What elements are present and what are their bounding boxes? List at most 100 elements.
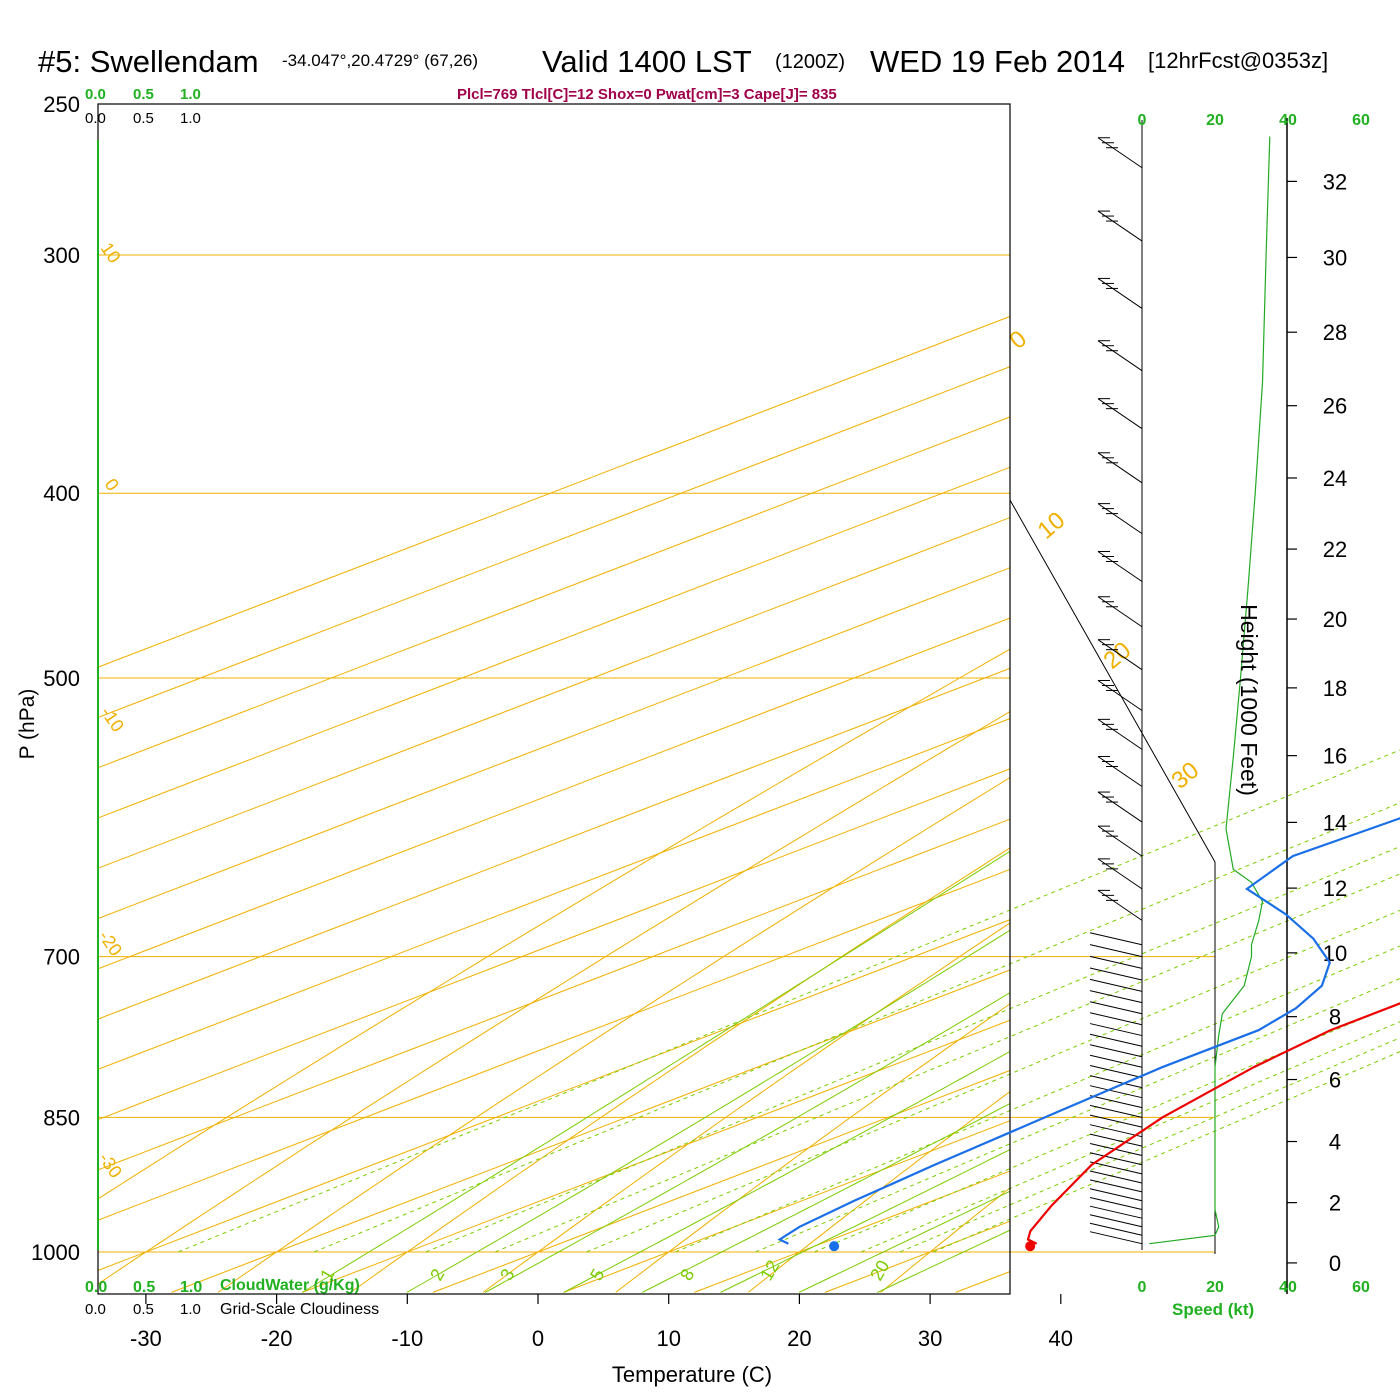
wind-barb-staff [1089, 1075, 1143, 1089]
wind-barb-staff [1089, 990, 1143, 1004]
x-tick-label: -30 [130, 1326, 162, 1351]
isotherm [694, 1170, 1010, 1293]
moist-adiabat [877, 1229, 1010, 1293]
isotherm [98, 516, 1010, 869]
top-black-scale-0: 0.0 [85, 110, 106, 127]
dry-adiabat [98, 648, 1010, 1200]
surface-dewpoint-dot [829, 1241, 840, 1252]
isotherm [302, 1019, 1010, 1293]
isotherm [98, 667, 1010, 1020]
mixing-ratio-label: 3 [496, 1265, 518, 1284]
speed-tick-label: 40 [1279, 1279, 1297, 1296]
x-tick-label: -10 [391, 1326, 423, 1351]
x-tick-label: 10 [656, 1326, 680, 1351]
wind-barb-staff [1089, 1231, 1143, 1245]
wind-barb-staff [1089, 1170, 1143, 1184]
panel-outline [1009, 494, 1216, 1254]
isotherms [98, 315, 1010, 1293]
dewpoint-line [777, 817, 1400, 1245]
isotherm [98, 315, 1010, 668]
wind-barb-staff [1089, 1085, 1143, 1099]
valid-date: WED 19 Feb 2014 [870, 44, 1125, 79]
wind-barb-staff [1089, 1205, 1143, 1219]
isotherm [98, 718, 1010, 1070]
isotherm [171, 969, 1010, 1293]
isotherm [98, 768, 1010, 1121]
x-tick-label: 0 [532, 1326, 544, 1351]
plot-frame [97, 103, 1011, 1295]
isotherm [98, 416, 1010, 769]
x-tick-label: 20 [787, 1326, 811, 1351]
height-tick-label: 16 [1323, 744, 1347, 769]
dry-adiabat [615, 1003, 1010, 1293]
surface-temperature-dot [1025, 1241, 1036, 1252]
dry-adiabat [217, 776, 1010, 1293]
wind-barb-staff [1089, 1012, 1143, 1026]
moist-adiabat [641, 1103, 1010, 1293]
height-tick-label: 2 [1329, 1191, 1341, 1216]
isobars [98, 254, 1215, 1253]
cloudiness-label: Grid-Scale Cloudiness [220, 1301, 379, 1318]
mixing-ratio-line [178, 749, 1400, 1253]
pressure-ticks: 250 300 400 500 700 850 1000 [31, 92, 80, 1265]
wind-barb-staff [1089, 1133, 1143, 1147]
wind-barb-staff [1089, 944, 1143, 958]
isotherm [98, 818, 1010, 1171]
stability-indices: Plcl=769 Tlcl[C]=12 Shox=0 Pwat[cm]=3 Ca… [457, 86, 837, 103]
x-axis-ticks: -30 -20 -10 0 10 20 30 40 [130, 1294, 1073, 1351]
height-tick-label: 4 [1329, 1130, 1341, 1155]
pressure-tick-label: 850 [43, 1105, 80, 1130]
moist-adiabats [302, 850, 1010, 1293]
speed-tick-label: 60 [1352, 112, 1370, 129]
wind-barb-staff [1089, 1095, 1143, 1109]
x-axis-title: Temperature (C) [612, 1362, 772, 1387]
height-tick-label: 6 [1329, 1068, 1341, 1093]
bottom-black-scale-2: 1.0 [180, 1301, 201, 1318]
height-tick-label: 18 [1323, 676, 1347, 701]
mixing-ratio-lines [178, 749, 1400, 1253]
top-green-scale-2: 1.0 [180, 86, 201, 103]
mixing-ratio-label: 2 [426, 1265, 448, 1284]
bottom-black-scale-0: 0.0 [85, 1301, 106, 1318]
height-tick-label: 28 [1323, 320, 1347, 345]
speed-profile-line [1149, 136, 1271, 1245]
moist-adiabat [302, 850, 1010, 1293]
mixing-ratio-line [313, 802, 1400, 1253]
pressure-tick-label: 500 [43, 666, 80, 691]
moist-adiabat [406, 929, 1010, 1293]
valid-zulu: (1200Z) [775, 51, 845, 73]
pressure-tick-label: 300 [43, 243, 80, 268]
isotherm [563, 1120, 1010, 1293]
isotherm [98, 919, 1010, 1271]
speed-tick-label: 20 [1206, 1279, 1224, 1296]
wind-barb-staff [1089, 1114, 1143, 1128]
mixing-ratio-label: 8 [676, 1265, 698, 1284]
pressure-tick-label: 1000 [31, 1240, 80, 1265]
mixing-ratio-label: 20 [866, 1257, 893, 1284]
height-tick-label: 10 [1323, 941, 1347, 966]
wind-barb-staff [1089, 967, 1143, 981]
speed-tick-label: 0 [1138, 1279, 1147, 1296]
wind-barb-staff [1089, 1124, 1143, 1138]
isotherm [98, 868, 1010, 1221]
wind-barb-staff [1089, 1065, 1143, 1078]
wind-barb-staff [1089, 1044, 1143, 1058]
wind-barb-staff [1089, 1054, 1143, 1068]
top-green-scale-0: 0.0 [85, 86, 106, 103]
moist-adiabat [484, 992, 1010, 1293]
pressure-tick-label: 700 [43, 945, 80, 970]
mixing-ratio-label: 12 [756, 1257, 783, 1284]
height-tick-label: 32 [1323, 169, 1347, 194]
adiabat-label: 20 [1099, 637, 1137, 675]
dry-adiabat [350, 847, 1010, 1293]
height-tick-label: 0 [1329, 1251, 1341, 1276]
isotherm [98, 366, 1010, 718]
height-tick-label: 26 [1323, 394, 1347, 419]
wind-barb-staff [1089, 1161, 1143, 1175]
adiabat-label: -20 [95, 927, 126, 960]
top-black-scale-2: 1.0 [180, 110, 201, 127]
height-tick-label: 24 [1323, 466, 1347, 491]
